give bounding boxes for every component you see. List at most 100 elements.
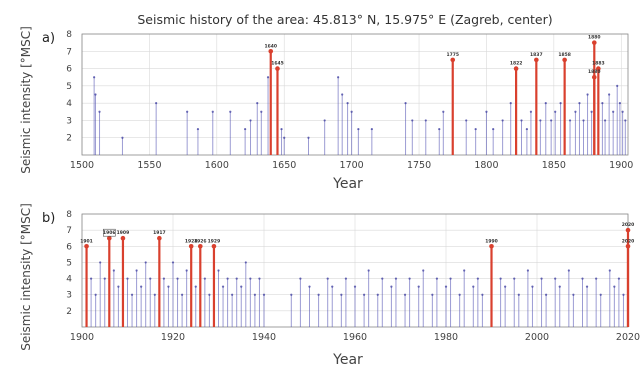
- panel-b-minor-event-dot: [217, 269, 220, 272]
- panel-b-minor-event-dot: [599, 293, 602, 296]
- panel-a-xlabel: Year: [332, 176, 363, 192]
- panel-b-minor-event-dot: [481, 293, 484, 296]
- panel-a-minor-event-dot: [186, 110, 189, 113]
- panel-b-major-event-label: 1926: [194, 238, 207, 244]
- panel-a-minor-event-dot: [370, 127, 373, 131]
- panel-a-minor-event-dot: [568, 119, 572, 122]
- panel-a-minor-event-dot: [544, 102, 547, 105]
- panel-a-minor-event-dot: [346, 102, 349, 105]
- panel-a-minor-event-dot: [323, 119, 326, 122]
- panel-a-major-event-label: 1775: [446, 52, 459, 58]
- panel-b-minor-event-dot: [622, 293, 625, 296]
- panel-b-major-event-label: 1917: [153, 230, 166, 236]
- panel-a-minor-event-dot: [616, 84, 619, 87]
- panel-b-minor-event-dot: [130, 293, 134, 296]
- panel-b-highlight-box: [103, 228, 116, 237]
- panel-b-minor-event-dot: [417, 285, 420, 288]
- panel-a-minor-event-dot: [341, 93, 344, 96]
- panel-b-minor-event-dot: [290, 293, 293, 296]
- panel-b-ytick: 6: [66, 242, 72, 252]
- panel-b-minor-event-dot: [249, 277, 252, 280]
- panel-a-minor-event-dot: [501, 119, 504, 122]
- panel-b-major-event-dot: [625, 227, 631, 233]
- panel-b-major-event-label: 2020: [622, 222, 635, 228]
- panel-b-major-event-label: 1924: [185, 238, 198, 244]
- panel-a-xtick: 1900: [609, 160, 633, 171]
- panel-a-major-event-dot: [450, 57, 456, 63]
- panel-a-major-event-label: 1883: [592, 61, 605, 67]
- panel-a-minor-event-dot: [244, 127, 247, 131]
- panel-b-ytick: 2: [66, 307, 72, 317]
- panel-b-minor-event-dot: [431, 293, 434, 296]
- panel-a-minor-event-dot: [485, 110, 488, 113]
- panel-b-minor-event-dot: [167, 285, 170, 288]
- panel-b-minor-event-dot: [472, 285, 475, 288]
- panel-b-major-event-dot: [489, 243, 494, 249]
- panel-a-major-event-label: 1880: [588, 69, 601, 75]
- panel-b-minor-event-dot: [221, 285, 225, 288]
- panel-a-minor-event-dot: [196, 127, 200, 131]
- panel-b-minor-event-dot: [408, 277, 411, 280]
- panel-a-minor-event-dot: [266, 76, 270, 79]
- panel-a-minor-event-dot: [474, 127, 477, 131]
- panel-a-minor-event-dot: [539, 119, 542, 122]
- panel-b-minor-event-dot: [476, 277, 479, 280]
- panel-b-minor-event-dot: [135, 269, 138, 272]
- panel-a-xtick: 1550: [137, 160, 161, 171]
- panel-a-major-event-label: 1822: [510, 61, 523, 67]
- panel-b-minor-event-dot: [567, 269, 570, 272]
- panel-a-major-event-dot: [591, 74, 597, 80]
- panel-b-major-event-dot: [625, 243, 631, 249]
- panel-a-ytick: 6: [66, 65, 72, 75]
- panel-b-minor-event-dot: [235, 277, 238, 280]
- panel-b-minor-event-dot: [581, 277, 584, 280]
- panel-a-minor-event-dot: [621, 110, 624, 113]
- panel-b-minor-event-dot: [545, 293, 548, 296]
- panel-a-major-event-dot: [596, 66, 601, 71]
- figure-title: Seismic history of the area: 45.813° N, …: [137, 12, 552, 27]
- panel-a-minor-event-dot: [98, 110, 101, 113]
- panel-b-major-event-label: 1990: [485, 238, 498, 244]
- panel-b-minor-event-dot: [253, 293, 256, 296]
- panel-b-minor-event-dot: [381, 277, 384, 280]
- panel-a-minor-event-dot: [525, 127, 528, 131]
- panel-b-minor-event-dot: [554, 277, 557, 280]
- panel-b-minor-event-dot: [144, 261, 147, 264]
- panel-b-minor-event-dot: [140, 285, 143, 288]
- panel-a-minor-event-dot: [578, 102, 581, 105]
- panel-a-minor-event-dot: [492, 127, 495, 131]
- panel-b-xtick: 2000: [525, 332, 549, 343]
- panel-b-minor-event-dot: [595, 277, 598, 280]
- panel-b-minor-event-dot: [171, 261, 175, 264]
- panel-b-minor-event-dot: [231, 293, 234, 296]
- panel-b-major-event-label: 1929: [208, 238, 221, 244]
- panel-b-major-event-label: 1909: [117, 230, 130, 236]
- panel-a-ytick: 2: [66, 134, 72, 144]
- panel-a-major-event-dot: [591, 40, 597, 45]
- panel-b-minor-event-dot: [176, 277, 179, 280]
- panel-b-minor-event-dot: [185, 269, 188, 272]
- panel-b-major-event-dot: [198, 243, 203, 249]
- panel-b-minor-event-dot: [117, 285, 120, 288]
- panel-a-minor-event-dot: [601, 102, 604, 105]
- panel-a-major-event-dot: [513, 66, 519, 71]
- panel-b-minor-event-dot: [531, 285, 534, 288]
- panel-b-minor-event-dot: [103, 277, 106, 280]
- panel-b-minor-event-dot: [558, 285, 561, 288]
- panel-a-ytick: 5: [66, 82, 72, 92]
- panel-a-minor-event-dot: [404, 102, 407, 105]
- panel-a-major-event-dot: [268, 48, 274, 54]
- panel-a-minor-event-dot: [438, 127, 441, 131]
- panel-a-ytick: 8: [66, 30, 72, 40]
- panel-b-minor-event-dot: [353, 285, 357, 288]
- panel-a-xtick: 1800: [474, 160, 498, 171]
- panel-a-minor-event-dot: [350, 110, 353, 113]
- panel-b-minor-event-dot: [112, 269, 115, 272]
- panel-a-major-event-label: 1858: [558, 52, 571, 58]
- panel-b-minor-event-dot: [540, 277, 543, 280]
- panel-b-minor-event-dot: [162, 277, 165, 280]
- panel-b-minor-event-dot: [308, 285, 311, 288]
- panel-a-minor-event-dot: [559, 102, 562, 105]
- panel-b-xlabel: Year: [332, 352, 363, 367]
- panel-a-minor-event-dot: [509, 102, 512, 105]
